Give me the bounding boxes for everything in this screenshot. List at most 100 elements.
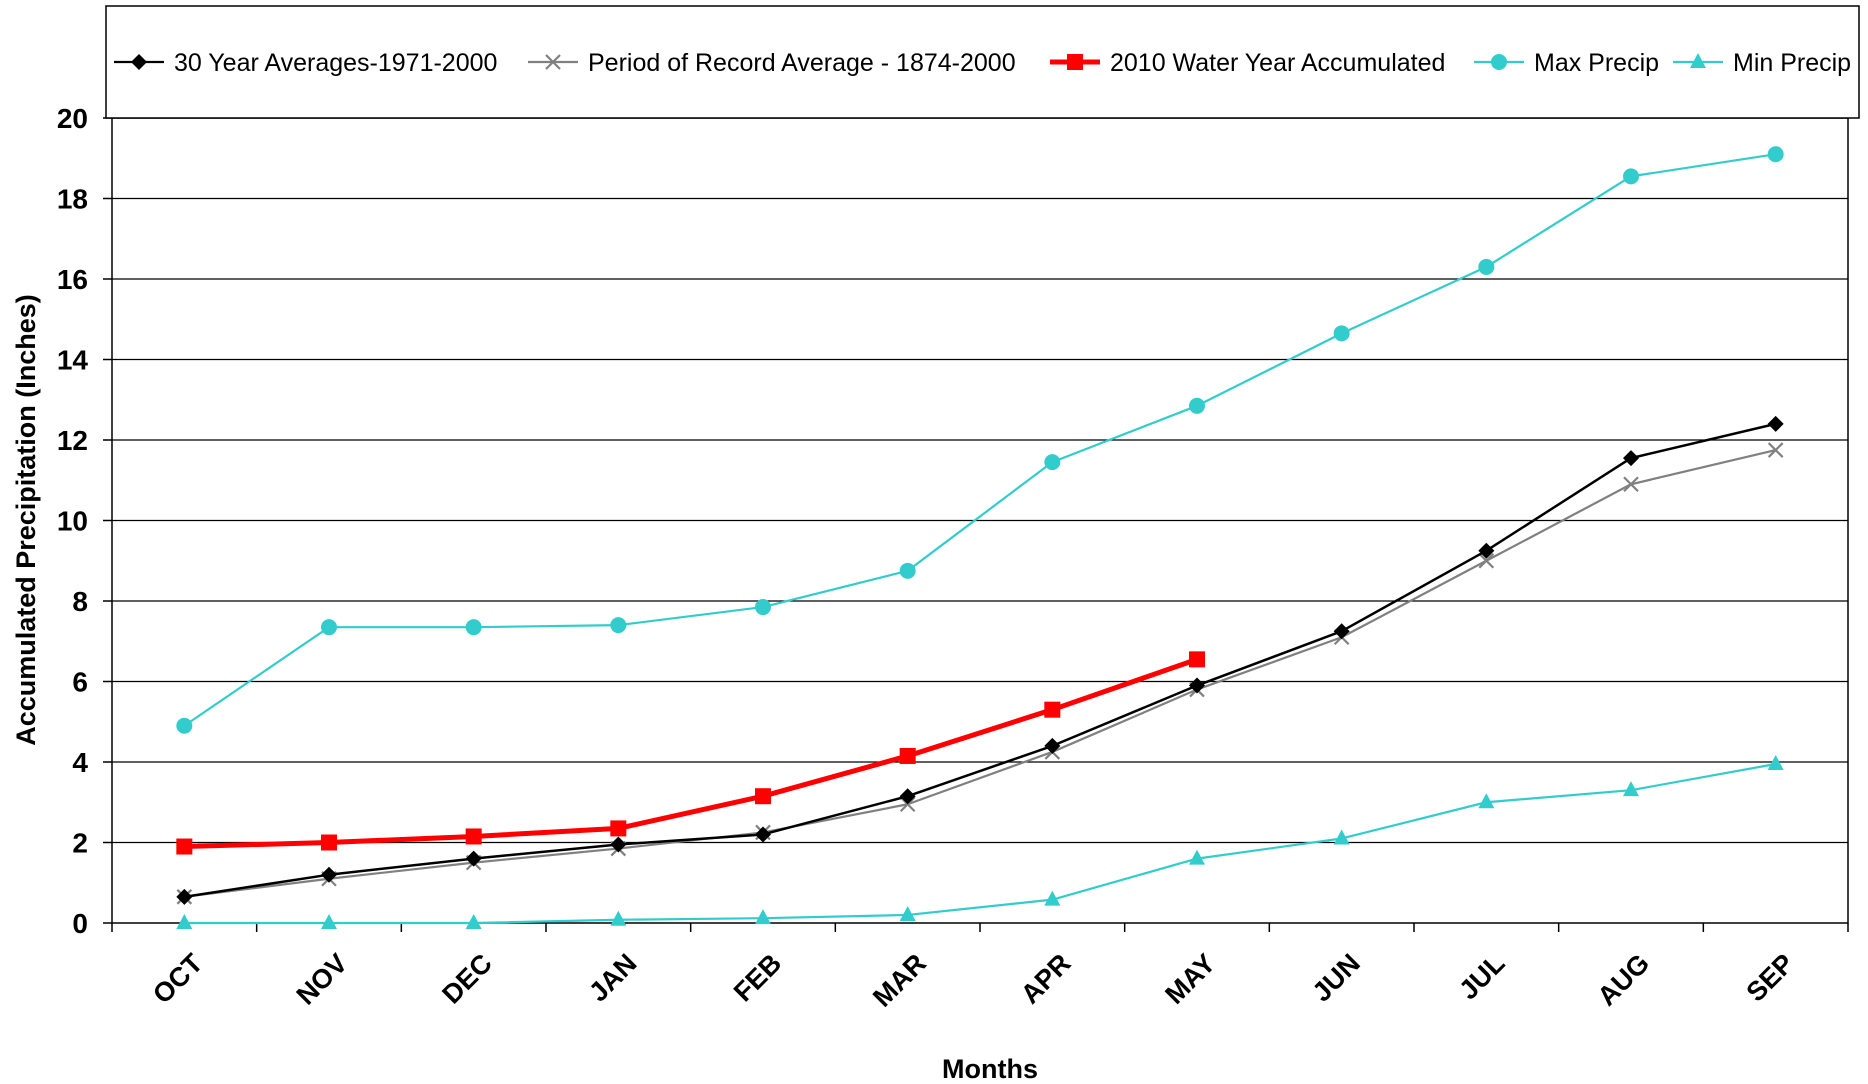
data-point — [321, 834, 337, 851]
legend-box — [105, 5, 1860, 119]
data-point — [1189, 677, 1205, 694]
series-line — [183, 153, 1776, 727]
data-point — [899, 905, 916, 921]
y-tick-label: 14 — [57, 345, 89, 376]
legend-marker — [1690, 53, 1706, 68]
legend-marker — [1067, 54, 1083, 70]
data-point — [1478, 552, 1495, 569]
data-point — [1623, 168, 1639, 185]
data-point — [899, 788, 916, 805]
series-2 — [176, 651, 1205, 855]
x-tick-label: FEB — [728, 948, 787, 1007]
x-tick-label: APR — [1015, 948, 1077, 1010]
y-axis-title: Accumulated Precipitation (Inches) — [11, 294, 41, 746]
data-point — [176, 717, 193, 734]
data-point — [899, 796, 916, 813]
legend-marker — [545, 54, 561, 70]
data-point — [1623, 781, 1639, 797]
x-tick-label: JUN — [1307, 948, 1366, 1007]
data-point — [321, 866, 337, 883]
data-point — [321, 914, 337, 929]
data-point — [1189, 849, 1205, 865]
legend-marker — [1491, 54, 1507, 70]
data-point — [1767, 442, 1784, 458]
x-axis-title: Months — [942, 1054, 1038, 1084]
y-tick-label: 16 — [57, 264, 88, 295]
legend-item: Min Precip — [1673, 49, 1851, 77]
data-point — [1044, 454, 1061, 471]
data-point — [176, 888, 193, 905]
data-point — [610, 617, 627, 634]
x-tick-label: MAY — [1159, 948, 1221, 1010]
data-point — [1044, 701, 1061, 718]
data-point — [1333, 829, 1350, 845]
y-tick-label: 10 — [57, 506, 88, 537]
data-point — [755, 788, 771, 805]
data-point — [899, 747, 916, 764]
legend-marker — [131, 54, 147, 70]
y-axis-ticks: 0 2 4 6 8 10 12 14 16 18 20 — [57, 103, 112, 939]
series-0 — [176, 415, 1784, 905]
y-tick-label: 2 — [72, 828, 88, 859]
data-point — [465, 914, 482, 929]
data-point — [465, 828, 482, 845]
x-tick-label: MAR — [867, 948, 932, 1013]
data-point — [899, 562, 916, 579]
data-point — [1478, 542, 1495, 559]
data-point — [610, 836, 627, 853]
data-point — [755, 826, 771, 843]
data-point — [755, 909, 771, 925]
series-line — [184, 422, 1776, 899]
x-axis-ticks: OCT NOV DEC JAN FEB MAR APR MAY JUN JUL AUG SEP — [111, 923, 1849, 1013]
legend-item: 30 Year Averages-1971-2000 — [114, 49, 497, 77]
data-point — [610, 820, 627, 837]
data-point — [1767, 146, 1784, 163]
series-line — [184, 762, 1776, 925]
legend-item: Period of Record Average - 1874-2000 — [528, 49, 1016, 77]
y-tick-label: 4 — [72, 747, 88, 778]
data-point — [1478, 258, 1495, 275]
y-tick-label: 0 — [72, 908, 88, 939]
legend-label: Max Precip — [1534, 49, 1659, 77]
data-point — [1478, 793, 1495, 809]
x-tick-label: SEP — [1740, 948, 1799, 1007]
data-point — [610, 910, 627, 926]
series-group — [176, 146, 1784, 929]
legend-label: 2010 Water Year Accumulated — [1110, 49, 1445, 77]
legend: 30 Year Averages-1971-2000 Period of Reco… — [114, 49, 1851, 77]
data-point — [465, 619, 482, 636]
x-tick-label: JUL — [1453, 948, 1510, 1005]
legend-label: 30 Year Averages-1971-2000 — [174, 49, 497, 77]
data-point — [1189, 397, 1205, 414]
data-point — [465, 850, 482, 867]
series-3 — [176, 146, 1784, 734]
data-point — [176, 914, 193, 929]
gridlines — [112, 197, 1848, 844]
data-point — [1623, 476, 1639, 493]
data-point — [1623, 450, 1639, 467]
legend-label: Period of Record Average - 1874-2000 — [588, 49, 1016, 77]
x-tick-label: OCT — [147, 948, 209, 1010]
legend-item: Max Precip — [1474, 49, 1659, 77]
data-point — [176, 838, 193, 855]
series-4 — [176, 755, 1784, 929]
data-point — [321, 619, 337, 636]
data-point — [1767, 415, 1784, 432]
data-point — [755, 599, 771, 616]
data-point — [1767, 755, 1784, 771]
legend-item: 2010 Water Year Accumulated — [1050, 49, 1445, 77]
data-point — [1044, 737, 1061, 754]
x-tick-label: AUG — [1592, 948, 1656, 1012]
x-tick-label: JAN — [583, 948, 642, 1007]
x-tick-label: NOV — [291, 948, 354, 1011]
data-point — [1333, 623, 1350, 640]
y-tick-label: 8 — [72, 586, 88, 617]
series-line — [184, 657, 1198, 850]
series-line — [184, 448, 1776, 898]
y-tick-label: 12 — [57, 425, 88, 456]
x-tick-label: DEC — [436, 948, 498, 1010]
data-point — [1333, 325, 1350, 342]
y-tick-label: 18 — [57, 184, 88, 215]
y-tick-label: 20 — [57, 103, 88, 134]
